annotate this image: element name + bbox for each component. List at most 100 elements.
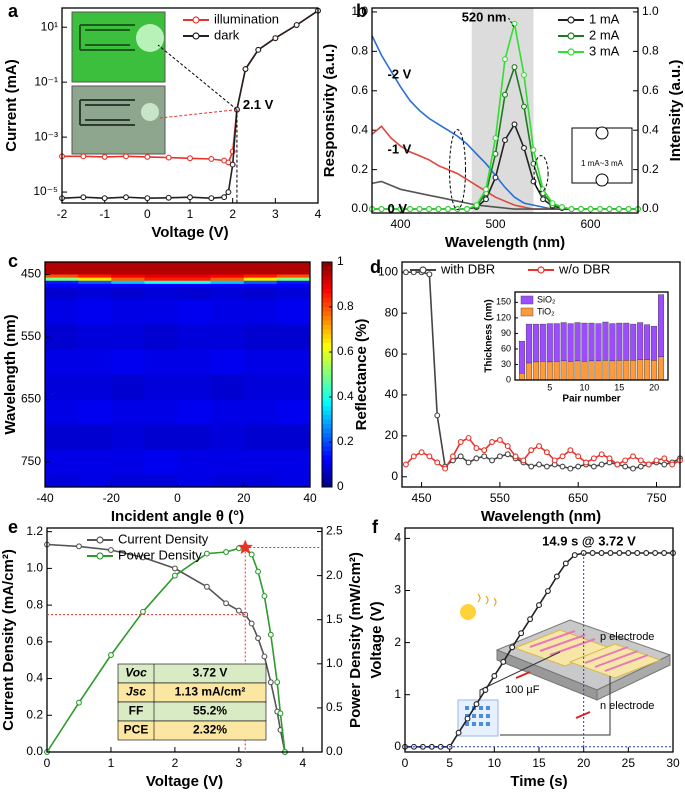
heatmap-cell	[177, 424, 212, 450]
x-tick-label: 2	[229, 207, 236, 221]
heatmap-cell	[111, 374, 145, 400]
heatmap-cell	[243, 287, 278, 300]
heatmap-cell	[243, 449, 278, 475]
data-point	[445, 206, 451, 213]
bar	[616, 322, 623, 361]
data-point	[442, 465, 449, 472]
data-point	[489, 457, 496, 464]
heatmap-cell	[144, 277, 178, 282]
bar	[658, 356, 665, 381]
heatmap-cell	[210, 283, 245, 288]
heatmap-cell	[45, 474, 79, 488]
data-point	[255, 46, 262, 53]
data-point	[607, 550, 614, 556]
photo-insets	[71, 11, 166, 155]
heatmap-cell	[78, 262, 112, 275]
colorbar-step	[322, 437, 332, 443]
data-point	[622, 457, 629, 464]
heatmap-cell	[45, 399, 79, 425]
legend-swatch	[520, 307, 534, 317]
guide-arrow	[159, 109, 237, 119]
x-tick-label: 4	[299, 756, 306, 770]
y-tick-label: 2	[394, 635, 401, 649]
heatmap-cell	[45, 449, 79, 475]
x-tick-label: 25	[622, 756, 636, 770]
data-point	[578, 206, 584, 213]
heatmap-cell	[144, 299, 178, 325]
x-axis-title: Voltage (V)	[146, 773, 223, 790]
guide-line	[47, 546, 322, 752]
data-point	[559, 204, 565, 211]
data-point	[465, 459, 472, 466]
heatmap-cell	[111, 280, 145, 285]
heatmap-cell	[111, 287, 145, 300]
bar	[574, 322, 581, 362]
data-point	[559, 453, 566, 460]
y-tick-label: 0.0	[351, 201, 368, 215]
y2-tick-label: 1.0	[326, 656, 343, 670]
bar	[595, 323, 602, 362]
y2-tick-label: 0.0	[326, 744, 343, 758]
heatmap-cell	[210, 324, 245, 350]
y-tick-label: 0.0	[26, 744, 43, 758]
bar	[630, 360, 637, 381]
heatmap-cell	[243, 280, 278, 285]
heatmap-cell	[243, 324, 278, 350]
x-tick-label: 500	[485, 217, 505, 231]
data-point	[454, 206, 461, 213]
heatmap-cell	[111, 277, 145, 282]
annotation: 1 mA~3 mA	[581, 159, 624, 168]
data-point	[457, 439, 464, 445]
x-tick-label: 10	[580, 382, 590, 392]
colorbar-step	[322, 302, 332, 308]
y2-tick-label: 2.5	[326, 524, 343, 538]
x-tick-label: 20	[577, 756, 591, 770]
colorbar-step	[322, 415, 332, 420]
x-tick-label: -40	[36, 491, 54, 505]
heatmap-cell	[78, 274, 112, 279]
data-point	[549, 200, 556, 207]
data-point	[509, 644, 516, 651]
data-point	[455, 729, 462, 736]
heatmap-cell	[78, 324, 112, 350]
data-point	[571, 552, 578, 559]
data-point	[378, 206, 385, 213]
data-point	[575, 463, 582, 470]
data-point	[521, 103, 527, 110]
data-point	[502, 56, 508, 63]
heatmap-cell	[177, 283, 212, 288]
data-point	[521, 72, 527, 78]
x-tick-label: 0	[174, 491, 181, 505]
x-axis-title: Incident angle θ (°)	[111, 508, 244, 525]
heatmap-cell	[144, 280, 178, 285]
heatmap-cell	[177, 287, 212, 300]
legend-label: w/o DBR	[558, 261, 610, 276]
device-cell	[568, 643, 662, 679]
heatmap-cell	[78, 283, 112, 288]
data-point	[606, 455, 613, 462]
heatmap-cell	[111, 474, 145, 488]
data-point	[496, 453, 503, 460]
heatmap-cell	[45, 324, 79, 350]
y-axis-title: Voltage (V)	[368, 601, 385, 678]
y-axis-title: Reflectance (%)	[353, 319, 370, 431]
panel-letter: a	[8, 1, 19, 21]
colorbar-step	[322, 442, 332, 447]
data-point	[123, 153, 129, 160]
heatmap-cell	[243, 474, 278, 488]
bar	[553, 361, 560, 381]
heatmap-cell	[210, 280, 245, 285]
y2-tick-label: 0.8	[642, 44, 659, 58]
data-point	[255, 568, 261, 575]
light-rays	[477, 593, 497, 607]
electrode-fingers	[529, 630, 649, 672]
bar	[560, 360, 567, 381]
data-point	[562, 560, 569, 567]
y-tick-label: 0.8	[351, 44, 368, 58]
photo-glow	[141, 103, 159, 121]
data-point	[473, 701, 480, 708]
data-point	[101, 195, 108, 202]
bar	[560, 322, 567, 362]
data-point	[625, 550, 632, 556]
legend-label: Power Density	[118, 547, 202, 562]
